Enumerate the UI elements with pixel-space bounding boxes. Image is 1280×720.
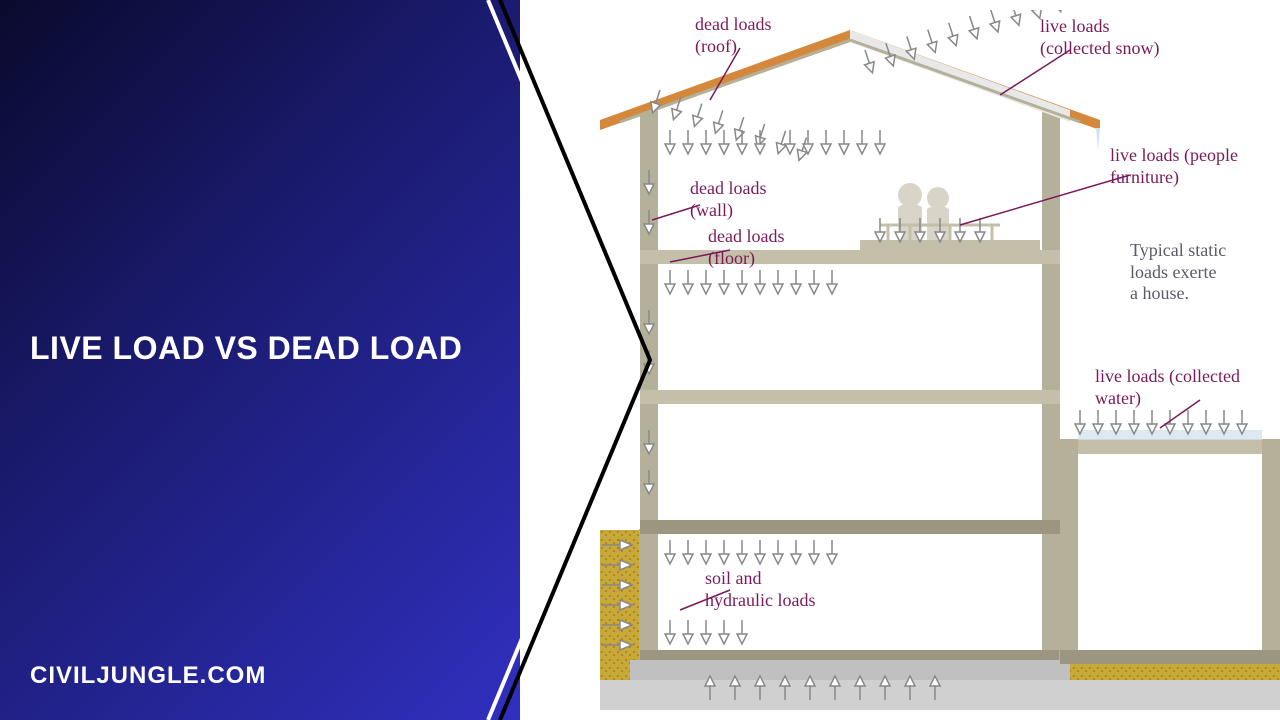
label-dead-floor: dead loads(floor) (708, 226, 784, 269)
label-dead-roof: dead loads(roof) (695, 14, 771, 57)
house-svg (600, 10, 1280, 710)
label-caption: Typical static loads exerte a house. (1130, 240, 1226, 305)
brand-text: CIVILJUNGLE.COM (30, 662, 266, 690)
label-dead-wall: dead loads(wall) (690, 178, 766, 221)
label-soil: soil andhydraulic loads (705, 568, 815, 611)
label-live-people: live loads (peoplefurniture) (1110, 145, 1238, 188)
load-diagram: dead loads(roof) live loads(collected sn… (600, 10, 1280, 710)
chevron-divider (480, 0, 680, 720)
page-title: LIVE LOAD VS DEAD LOAD (30, 330, 462, 367)
label-live-water: live loads (collectedwater) (1095, 366, 1240, 409)
label-live-snow: live loads(collected snow) (1040, 16, 1159, 59)
